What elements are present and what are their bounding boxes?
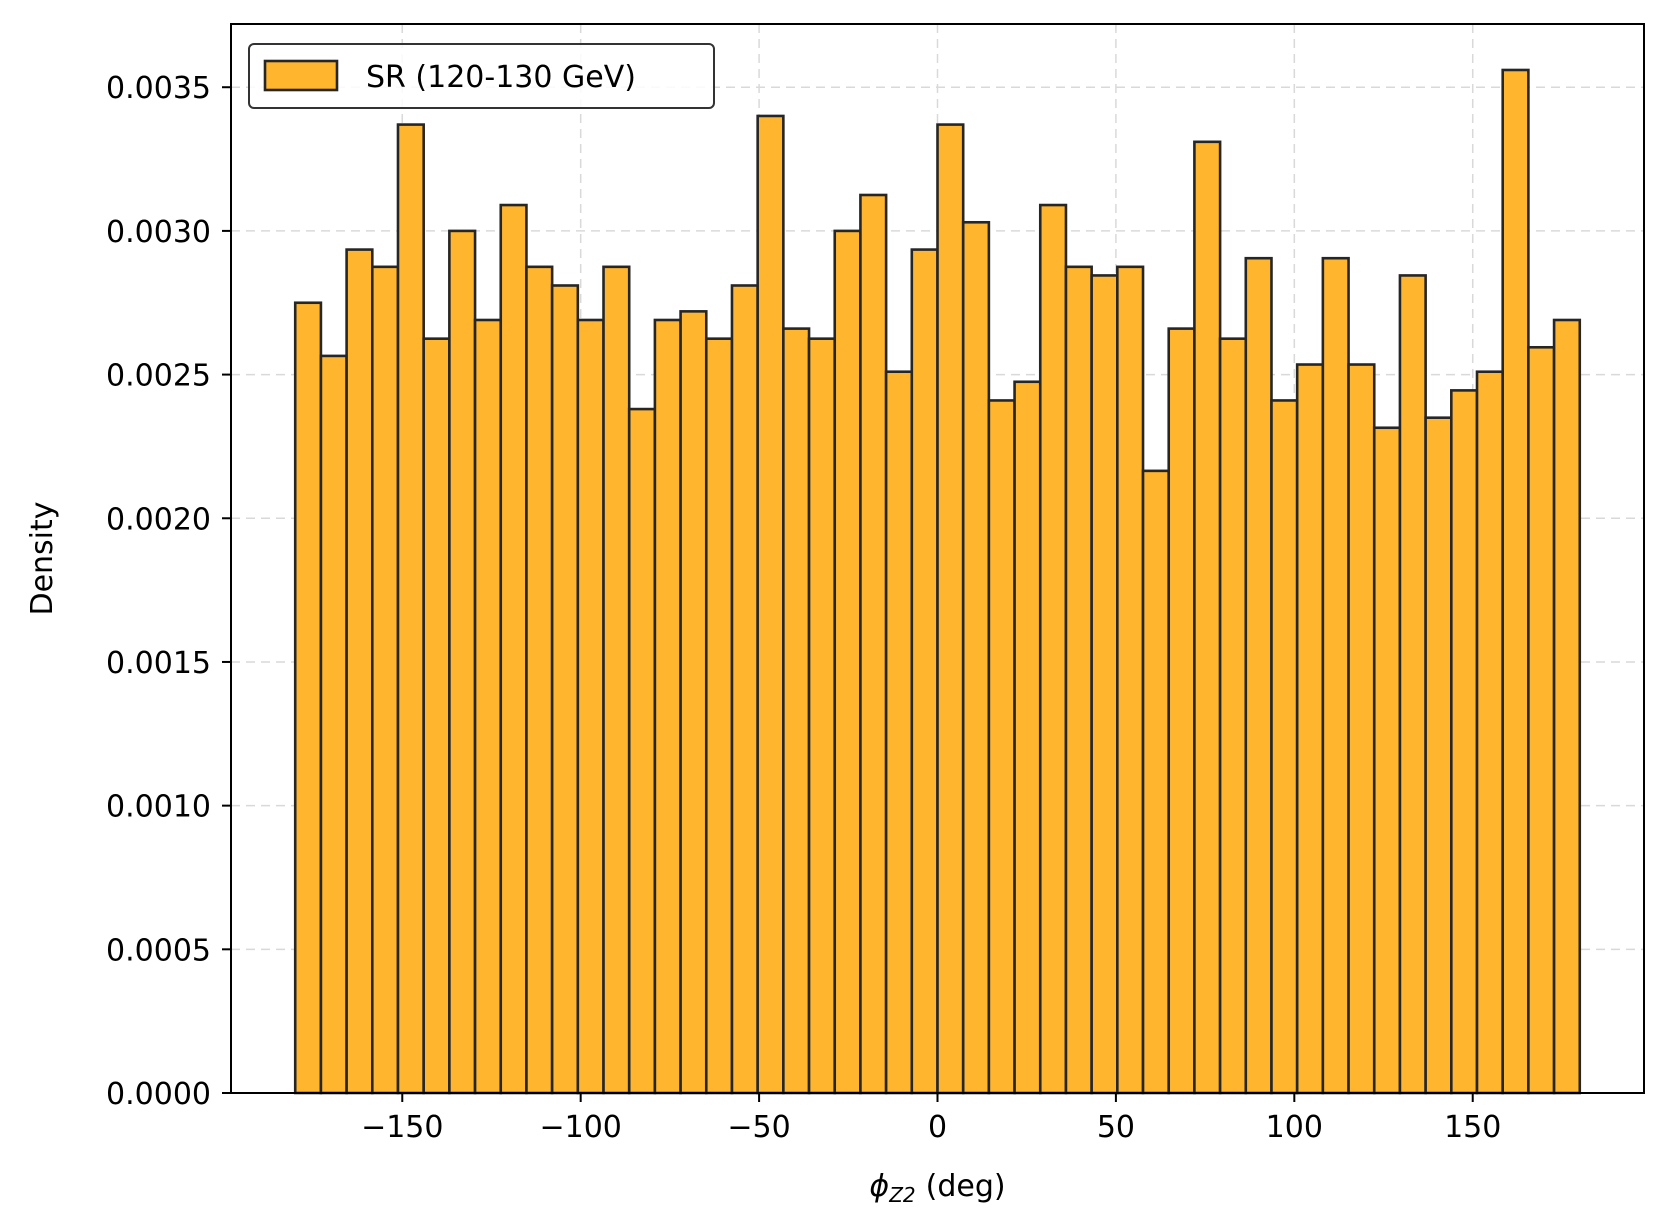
histogram-bar xyxy=(576,318,605,1095)
y-tick-label: 0.0025 xyxy=(106,359,211,394)
x-axis-unit: (deg) xyxy=(926,1169,1006,1204)
histogram-bar xyxy=(1450,389,1479,1095)
histogram-bar xyxy=(910,248,939,1095)
histogram-bar xyxy=(448,229,477,1095)
y-tick-label: 0.0020 xyxy=(106,502,211,537)
histogram-bar xyxy=(550,284,580,1095)
histogram-bar xyxy=(833,229,862,1095)
histogram-bar xyxy=(422,337,451,1095)
histogram-bar xyxy=(473,318,503,1095)
histogram-bar xyxy=(370,265,400,1095)
y-tick-label: 0.0010 xyxy=(106,790,211,825)
x-axis-symbol: ϕ xyxy=(869,1169,889,1204)
histogram-bar xyxy=(1193,140,1222,1095)
histogram-bar xyxy=(987,399,1016,1095)
histogram-bar xyxy=(1244,256,1273,1095)
histogram-bar xyxy=(1141,469,1171,1095)
x-tick-label: −50 xyxy=(727,1110,790,1145)
histogram-bar xyxy=(1167,327,1196,1095)
histogram-bar xyxy=(1013,380,1042,1095)
x-tick-label: −100 xyxy=(539,1110,621,1145)
legend-box xyxy=(248,43,715,109)
histogram-bar xyxy=(1038,203,1068,1095)
histogram-bar xyxy=(679,310,708,1095)
histogram-bar xyxy=(859,193,888,1095)
histogram-bar xyxy=(653,318,682,1095)
histogram-bar xyxy=(704,337,734,1095)
ticks: −150 −100 −50 0 50 100 150 0.0000 0.0005 0.0010 0.… xyxy=(106,71,1501,1145)
histogram-bar xyxy=(1064,265,1093,1095)
histogram-bar xyxy=(1372,426,1402,1095)
histogram-bar xyxy=(1218,337,1248,1095)
y-tick-label: 0.0015 xyxy=(106,646,211,681)
y-axis-label: Density xyxy=(25,501,60,615)
x-tick-label: 50 xyxy=(1097,1110,1135,1145)
histogram-bar xyxy=(936,123,965,1095)
histogram-bar xyxy=(884,370,914,1095)
histogram-bar xyxy=(602,265,631,1095)
x-tick-label: 100 xyxy=(1266,1110,1323,1145)
histogram-bar xyxy=(1295,363,1325,1095)
y-tick-label: 0.0030 xyxy=(106,215,211,250)
histogram-bar xyxy=(319,354,348,1095)
legend-label: SR (120-130 GeV) xyxy=(366,60,636,95)
x-tick-label: 0 xyxy=(928,1110,947,1145)
histogram-bar xyxy=(1116,265,1145,1095)
histogram-bar xyxy=(1090,274,1119,1095)
y-tick-label: 0.0035 xyxy=(106,71,211,106)
histogram-bar xyxy=(1270,399,1299,1095)
histogram-bar xyxy=(499,203,528,1095)
histogram-bar xyxy=(1347,363,1376,1095)
histogram-bar xyxy=(1501,68,1530,1095)
histogram-bar xyxy=(525,265,554,1095)
histogram-bar xyxy=(1424,416,1453,1095)
x-tick-label: 150 xyxy=(1444,1110,1501,1145)
histogram-bar xyxy=(782,327,811,1095)
x-tick-label: −150 xyxy=(361,1110,443,1145)
legend: SR (120-130 GeV) xyxy=(248,43,715,109)
histogram-bar xyxy=(730,284,759,1095)
y-tick-label: 0.0005 xyxy=(106,933,211,968)
legend-swatch xyxy=(263,59,339,92)
histogram-bar xyxy=(627,407,657,1095)
histogram-bar xyxy=(1527,345,1556,1095)
histogram-bar xyxy=(1552,318,1582,1095)
histogram-bar xyxy=(293,301,323,1095)
histogram-bar xyxy=(345,248,374,1095)
histogram-bar xyxy=(756,114,785,1095)
x-axis-subscript: Z2 xyxy=(888,1183,915,1207)
y-tick-label: 0.0000 xyxy=(106,1077,211,1112)
histogram-bar xyxy=(807,337,837,1095)
histogram-bar xyxy=(1475,370,1504,1095)
histogram-bar xyxy=(396,123,425,1095)
x-axis-label: ϕZ2 (deg) xyxy=(869,1169,1005,1207)
histogram-bar xyxy=(1321,256,1350,1095)
histogram-bar xyxy=(1398,274,1427,1095)
histogram-bar xyxy=(961,220,991,1095)
bars xyxy=(293,68,1582,1095)
